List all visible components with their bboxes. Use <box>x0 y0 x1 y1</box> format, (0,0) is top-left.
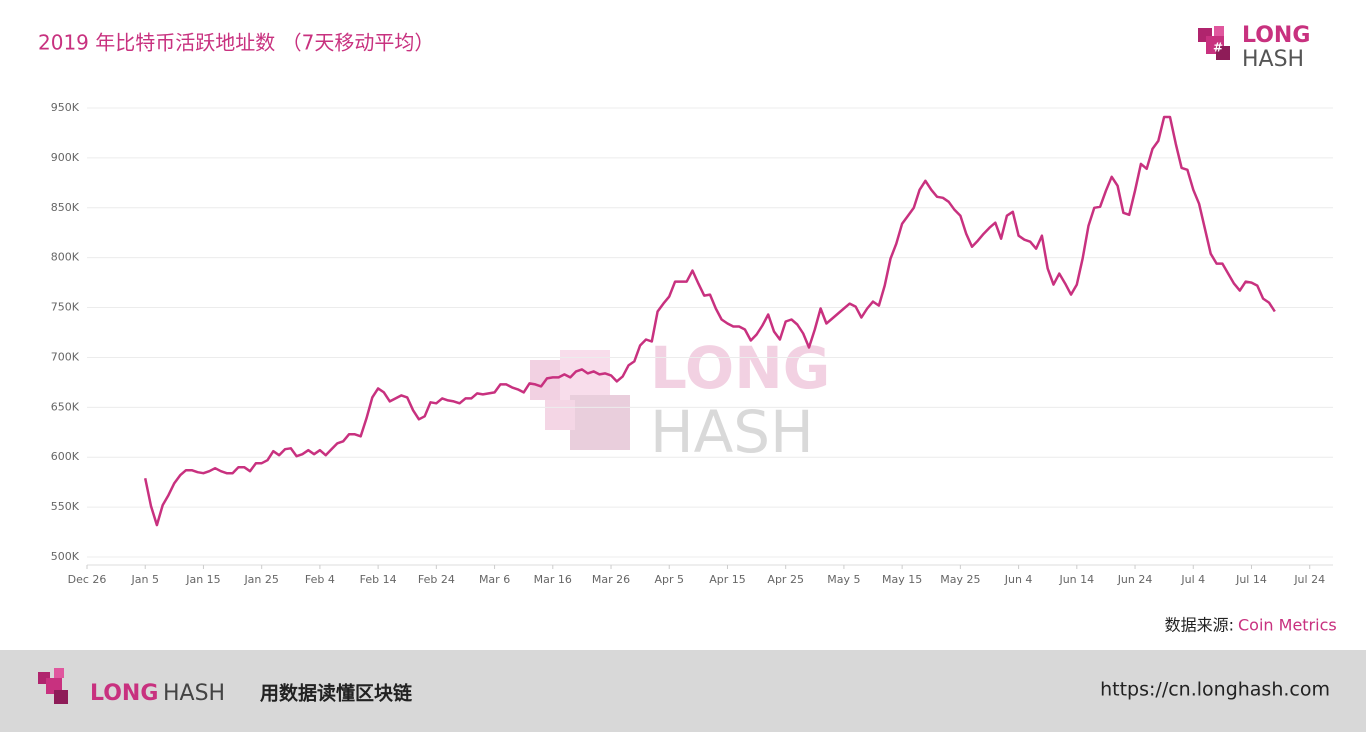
y-tick-label: 650K <box>51 400 80 413</box>
x-tick-label: May 5 <box>827 573 860 586</box>
x-tick-label: Dec 26 <box>68 573 107 586</box>
x-tick-label: May 25 <box>940 573 980 586</box>
y-tick-label: 600K <box>51 450 80 463</box>
y-tick-label: 850K <box>51 201 80 214</box>
y-tick-label: 950K <box>51 101 80 114</box>
x-tick-label: Jan 5 <box>130 573 158 586</box>
x-tick-label: Feb 4 <box>305 573 335 586</box>
x-tick-label: Mar 6 <box>479 573 510 586</box>
x-tick-label: May 15 <box>882 573 922 586</box>
y-tick-label: 900K <box>51 151 80 164</box>
x-tick-label: Mar 26 <box>592 573 630 586</box>
logo-icon: # <box>1198 26 1230 60</box>
x-tick-label: Feb 24 <box>418 573 455 586</box>
x-tick-label: Jun 4 <box>1004 573 1033 586</box>
footer-url: https://cn.longhash.com <box>1100 679 1330 701</box>
data-line <box>143 115 1276 527</box>
x-tick-label: Jul 14 <box>1235 573 1267 586</box>
x-tick-label: Jun 14 <box>1058 573 1094 586</box>
x-tick-label: Jan 25 <box>243 573 278 586</box>
y-tick-label: 500K <box>51 550 80 563</box>
chart-title: 2019 年比特币活跃地址数 （7天移动平均） <box>38 31 434 55</box>
watermark-long: LONG <box>650 334 830 402</box>
x-tick-label: Jun 24 <box>1117 573 1153 586</box>
watermark-hash: HASH <box>650 398 814 466</box>
footer-slogan: 用数据读懂区块链 <box>260 682 412 705</box>
x-tick-label: Jan 15 <box>185 573 220 586</box>
x-tick-label: Apr 25 <box>767 573 804 586</box>
footer-logo-icon <box>38 668 68 704</box>
y-tick-label: 550K <box>51 500 80 513</box>
y-tick-label: 750K <box>51 301 80 314</box>
y-tick-label: 700K <box>51 350 80 363</box>
y-tick-label: 800K <box>51 251 80 264</box>
x-tick-label: Feb 14 <box>360 573 397 586</box>
source-label: 数据来源: <box>1165 616 1234 635</box>
footer-hash: HASH <box>163 681 225 706</box>
x-tick-label: Apr 15 <box>709 573 746 586</box>
watermark-icon <box>530 350 630 450</box>
x-tick-label: Mar 16 <box>534 573 572 586</box>
x-tick-label: Apr 5 <box>654 573 684 586</box>
x-tick-label: Jul 4 <box>1180 573 1205 586</box>
footer-band <box>0 650 1366 732</box>
svg-text:#: # <box>1213 41 1223 55</box>
logo-hash: HASH <box>1242 47 1304 72</box>
source-name: Coin Metrics <box>1238 616 1337 635</box>
x-tick-label: Jul 24 <box>1293 573 1325 586</box>
footer-long: LONG <box>90 681 158 706</box>
logo-long: LONG <box>1242 23 1310 48</box>
